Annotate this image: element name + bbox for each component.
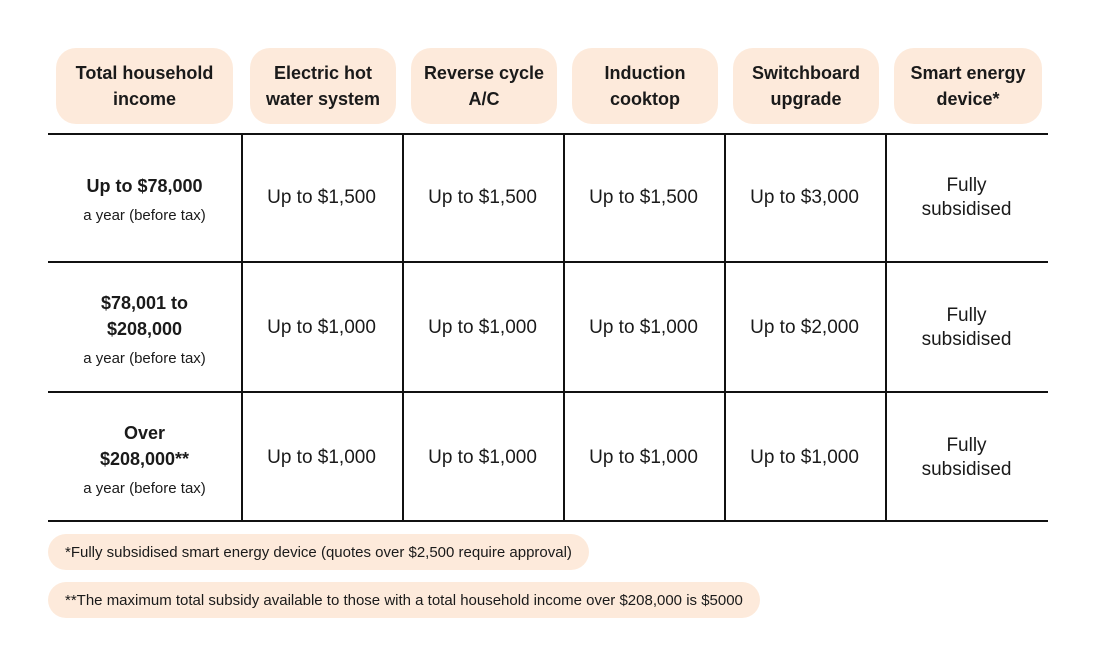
subsidy-amount: Fully subsidised (921, 435, 1012, 480)
subsidy-cell: Up to $1,000 (402, 394, 563, 522)
column-header: Switchboard upgrade (733, 48, 879, 124)
column-divider (885, 133, 887, 521)
column-divider (402, 133, 404, 521)
subsidy-cell: Up to $1,000 (724, 394, 885, 522)
subsidy-cell: Fully subsidised (885, 394, 1048, 522)
subsidy-amount: Up to $1,000 (589, 447, 698, 468)
subsidy-amount: Up to $1,000 (267, 317, 376, 338)
subsidy-cell: Up to $1,000 (563, 394, 724, 522)
footnote: **The maximum total subsidy available to… (48, 582, 760, 618)
subsidy-cell: Fully subsidised (885, 264, 1048, 392)
subsidy-amount: Up to $1,500 (428, 187, 537, 208)
subsidy-amount: Up to $1,000 (589, 317, 698, 338)
column-header: Reverse cycle A/C (411, 48, 557, 124)
subsidy-amount: Fully subsidised (921, 305, 1012, 350)
income-cell: Up to $78,000 a year (before tax) (48, 134, 241, 262)
row-divider (48, 391, 1048, 393)
column-header: Total household income (56, 48, 233, 124)
subsidy-cell: Up to $1,500 (402, 134, 563, 262)
subsidy-amount: Up to $1,500 (589, 187, 698, 208)
row-divider (48, 261, 1048, 263)
column-divider (241, 133, 243, 521)
income-range: Over $208,000** (99, 422, 190, 469)
subsidy-amount: Up to $1,000 (428, 317, 537, 338)
column-divider (724, 133, 726, 521)
column-header: Induction cooktop (572, 48, 718, 124)
subsidy-cell: Up to $2,000 (724, 264, 885, 392)
subsidy-amount: Up to $2,000 (750, 317, 859, 338)
subsidy-cell: Up to $1,000 (241, 394, 402, 522)
footnote: *Fully subsidised smart energy device (q… (48, 534, 589, 570)
subsidy-amount: Up to $1,000 (428, 447, 537, 468)
subsidy-cell: Up to $1,000 (402, 264, 563, 392)
subsidy-cell: Up to $1,500 (241, 134, 402, 262)
subsidy-cell: Up to $3,000 (724, 134, 885, 262)
income-note: a year (before tax) (83, 479, 206, 497)
income-note: a year (before tax) (83, 206, 206, 224)
subsidy-amount: Fully subsidised (921, 175, 1012, 220)
subsidy-cell: Fully subsidised (885, 134, 1048, 262)
income-cell: $78,001 to $208,000 a year (before tax) (48, 264, 241, 392)
income-range: $78,001 to $208,000 (100, 292, 189, 339)
row-divider (48, 133, 1048, 135)
column-divider (563, 133, 565, 521)
subsidy-amount: Up to $1,000 (750, 447, 859, 468)
column-header: Electric hot water system (250, 48, 396, 124)
subsidy-cell: Up to $1,500 (563, 134, 724, 262)
row-divider (48, 520, 1048, 522)
subsidy-amount: Up to $1,500 (267, 187, 376, 208)
income-range: Up to $78,000 (86, 175, 203, 196)
subsidy-cell: Up to $1,000 (563, 264, 724, 392)
subsidy-amount: Up to $1,000 (267, 447, 376, 468)
column-header: Smart energy device* (894, 48, 1042, 124)
subsidy-amount: Up to $3,000 (750, 187, 859, 208)
income-note: a year (before tax) (83, 349, 206, 367)
income-cell: Over $208,000** a year (before tax) (48, 394, 241, 522)
subsidy-cell: Up to $1,000 (241, 264, 402, 392)
